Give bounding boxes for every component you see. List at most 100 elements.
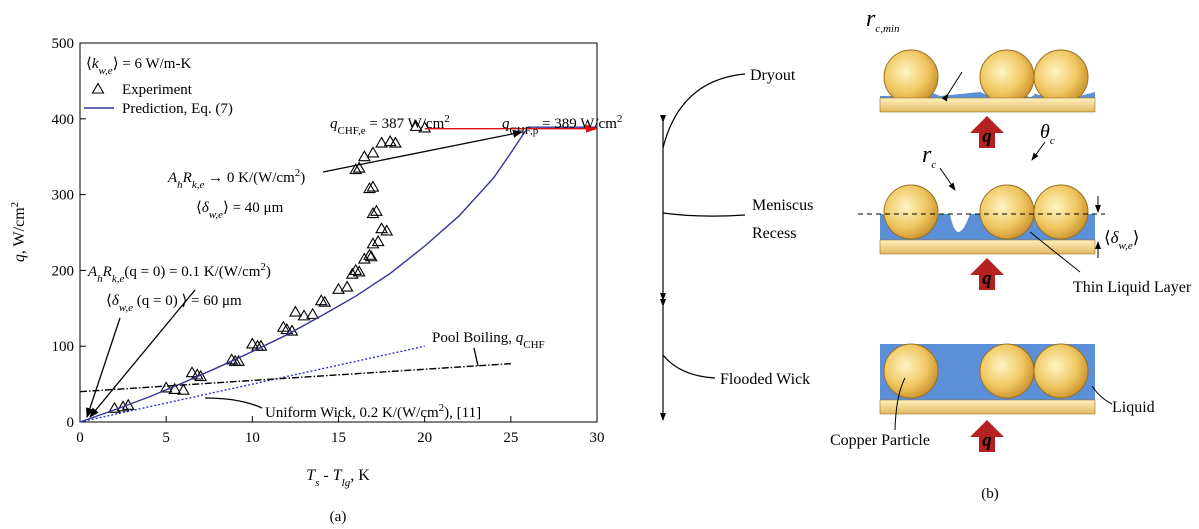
data-point: [159, 381, 173, 393]
data-point: [369, 204, 383, 216]
x-tick-label: 15: [331, 430, 346, 446]
data-point: [245, 337, 259, 349]
legend-title-part: ⟨: [86, 56, 92, 72]
annotation-part: q: [330, 116, 338, 132]
x-axis-label-part: s: [315, 477, 319, 489]
x-tick-label: 25: [503, 430, 518, 446]
annotation: Pool Boiling, qCHF: [432, 330, 545, 351]
heat-flux-label: q: [982, 126, 992, 147]
heat-flux-label: q: [982, 268, 992, 289]
annotation: ⟨δw,e (q = 0) ⟩ = 60 μm: [106, 293, 242, 314]
annotation: AhRk,e(q = 0) = 0.1 K/(W/cm2): [87, 261, 271, 285]
y-axis-label: q, W/cm2: [9, 202, 28, 262]
data-point: [366, 180, 380, 192]
x-tick-label: 30: [590, 430, 605, 446]
diagram-label-part: w,e: [1119, 240, 1133, 252]
annotation-part: δ: [112, 293, 120, 309]
annotation-part: h: [97, 273, 103, 285]
annotation-part: 2: [444, 113, 450, 125]
heat-flux-label: q: [982, 430, 992, 451]
data-point: [366, 206, 380, 219]
diagram-label-part: r: [866, 6, 876, 32]
pointers: [86, 129, 523, 418]
diagram-label-part: ⟨: [1104, 228, 1111, 247]
y-tick-label: 300: [52, 188, 75, 204]
data-point: [168, 382, 182, 394]
annotation-part: CHF,e: [338, 125, 366, 137]
stage-label: Meniscus: [752, 197, 813, 214]
data-point: [306, 307, 320, 319]
data-point: [388, 136, 402, 148]
annotation-part: w,e: [119, 302, 133, 314]
data-point: [276, 320, 290, 332]
data-point: [288, 305, 302, 317]
data-line: [79, 126, 597, 423]
x-axis-label: Ts - Tlg, K: [306, 467, 370, 489]
legend-label: Prediction, Eq. (7): [122, 101, 233, 117]
data-point: [371, 234, 385, 247]
annotation-part: = 389 W/cm: [538, 116, 617, 132]
data-point: [375, 136, 389, 148]
annotation-part: ), [11]: [444, 405, 481, 421]
y-tick-label: 0: [67, 415, 75, 431]
annotation-part: Uniform Wick, 0.2 K/(W/cm: [265, 405, 439, 421]
data-point: [190, 368, 204, 380]
y-axis-label-part: 2: [9, 202, 21, 208]
x-tick-label: 5: [162, 430, 170, 446]
data-point: [314, 294, 328, 306]
annotation-part: R: [102, 264, 112, 280]
x-tick-label: 20: [417, 430, 432, 446]
data-point: [349, 263, 363, 275]
legend-title-part: k: [92, 56, 99, 72]
diagram-label-part: c,min: [875, 23, 900, 35]
wick-dryout: [879, 49, 1096, 148]
legend-title: ⟨kw,e⟩ = 6 W/m-K: [86, 56, 191, 77]
data-point: [375, 222, 389, 234]
data-point: [366, 146, 380, 158]
data-point: [357, 150, 371, 162]
data-line: [79, 345, 425, 423]
y-tick-label: 400: [52, 112, 75, 128]
diagram-label: rc,min: [866, 6, 900, 35]
data-point: [409, 119, 423, 131]
annotation-part: 2: [260, 261, 266, 273]
data-point: [363, 181, 376, 194]
stage-label: Dryout: [750, 67, 796, 84]
annotation-part: 2: [617, 113, 623, 125]
annotation-part: CHF,p: [510, 125, 539, 137]
annotation-part: δ: [202, 200, 210, 216]
annotation-part: = 387 W/cm: [366, 116, 445, 132]
legend-title-part: ⟩ = 6 W/m-K: [113, 56, 192, 72]
data-point: [121, 398, 135, 410]
annotation-part: R: [182, 170, 192, 186]
annotation-part: k,e: [192, 179, 205, 191]
diagram-stage-axis: [660, 73, 746, 421]
data-point: [366, 237, 380, 249]
data-point: [352, 265, 366, 277]
diagram-label-part: r: [922, 142, 932, 168]
wick-flooded: [879, 343, 1113, 452]
x-axis-label-part: T: [306, 467, 316, 484]
x-tick-label: 10: [245, 430, 260, 446]
data-point: [318, 295, 332, 307]
annotation-part: CHF: [523, 339, 544, 351]
data-point: [176, 383, 190, 395]
diagram-label-part: c: [931, 159, 936, 171]
diagram-label: Liquid: [1112, 399, 1155, 416]
x-axis-label-part: -: [319, 467, 332, 484]
annotation-part: (q = 0) ⟩ = 60 μm: [133, 293, 242, 309]
legend-marker: [91, 82, 105, 94]
annotation-part: q: [516, 330, 524, 346]
annotation-part: ): [266, 264, 271, 280]
data-point: [297, 309, 311, 321]
data-point: [349, 162, 363, 175]
annotation-part: h: [177, 179, 183, 191]
y-axis-label-part: q: [11, 254, 28, 262]
annotation-part: ⟩ = 40 μm: [223, 200, 284, 216]
x-tick-label: 0: [76, 430, 84, 446]
caption: (a): [330, 509, 347, 525]
annotation-part: 2: [439, 402, 445, 414]
annotation-part: ): [300, 170, 305, 186]
data-point: [418, 121, 432, 133]
caption: (b): [981, 486, 999, 502]
